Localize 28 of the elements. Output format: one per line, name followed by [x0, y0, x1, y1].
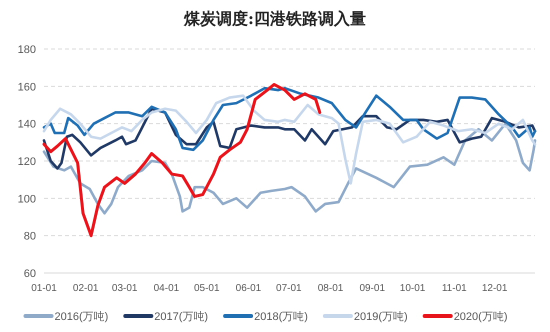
x-tick-label: 02-01: [72, 283, 99, 294]
legend-label: 2018(万吨): [254, 310, 308, 323]
legend-label: 2016(万吨): [54, 310, 108, 323]
y-tick-label: 180: [18, 44, 36, 56]
y-tick-label: 80: [24, 230, 36, 243]
x-tick-label: 12-01: [482, 283, 508, 294]
x-tick-label: 08-01: [318, 283, 344, 294]
x-tick-label: 04-01: [154, 283, 180, 294]
x-tick-label: 10-01: [400, 283, 426, 294]
y-tick-label: 60: [24, 268, 36, 280]
x-tick-label: 07-01: [276, 283, 302, 294]
x-tick-label: 06-01: [236, 283, 262, 294]
legend-label: 2019(万吨): [354, 310, 408, 323]
chart-title: 煤炭调度:四港铁路调入量: [183, 9, 366, 28]
x-tick-label: 01-01: [31, 283, 58, 294]
legend-label: 2017(万吨): [154, 310, 208, 323]
x-tick-label: 03-01: [112, 283, 138, 294]
y-tick-label: 140: [18, 118, 36, 131]
line-series: [42, 94, 536, 185]
x-tick-label: 05-01: [194, 283, 220, 294]
y-tick-label: 160: [18, 81, 36, 94]
y-tick-label: 120: [18, 156, 36, 168]
line-series: [42, 86, 536, 152]
x-tick-label: 09-01: [359, 283, 386, 294]
line-series: [42, 82, 322, 238]
legend-label: 2020(万吨): [454, 310, 508, 323]
x-tick-label: 11-01: [442, 283, 468, 294]
y-tick-label: 100: [18, 193, 36, 206]
